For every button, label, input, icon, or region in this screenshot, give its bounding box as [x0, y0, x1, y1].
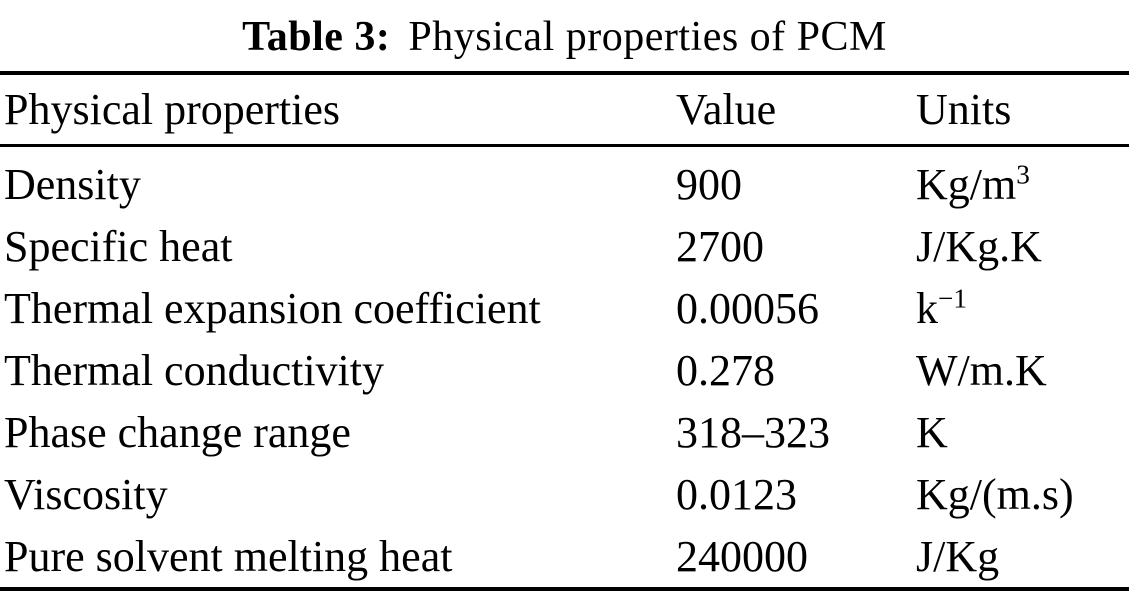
column-header-physical-properties: Physical properties — [0, 73, 676, 147]
property-cell: Viscosity — [4, 469, 168, 519]
units-cell: J/Kg.K — [916, 221, 1042, 271]
unit-superscript: 3 — [1016, 158, 1030, 189]
table-row: Thermal conductivity 0.278 W/m.K — [0, 339, 1129, 401]
property-cell: Pure solvent melting heat — [4, 531, 453, 581]
value-cell: 0.00056 — [676, 283, 819, 333]
value-cell: 240000 — [676, 531, 808, 581]
column-header-value: Value — [676, 73, 916, 147]
units-cell: Kg/m3 — [916, 158, 1030, 209]
table-caption-text: Physical properties of PCM — [408, 13, 887, 60]
value-cell: 2700 — [676, 221, 764, 271]
table-caption-label: Table 3: — [242, 13, 391, 60]
units-cell: Kg/(m.s) — [916, 469, 1074, 519]
units-cell: K — [916, 407, 948, 457]
value-cell: 318–323 — [676, 407, 830, 457]
physical-properties-table: Physical properties Value Units Density 9… — [0, 71, 1129, 591]
table-row: Thermal expansion coefficient 0.00056 k−1 — [0, 277, 1129, 339]
units-cell: k−1 — [916, 282, 968, 333]
table-row: Pure solvent melting heat 240000 J/Kg — [0, 525, 1129, 589]
property-cell: Thermal expansion coefficient — [4, 283, 541, 333]
property-cell: Thermal conductivity — [4, 345, 384, 395]
value-cell: 0.278 — [676, 345, 775, 395]
units-cell: J/Kg — [916, 531, 1000, 581]
table-row: Specific heat 2700 J/Kg.K — [0, 215, 1129, 277]
table-body: Density 900 Kg/m3 Specific heat 2700 J/Kg.K Th… — [0, 146, 1129, 590]
value-cell: 900 — [676, 159, 742, 209]
property-cell: Density — [4, 159, 141, 209]
unit-superscript: −1 — [938, 282, 968, 313]
column-header-units: Units — [916, 73, 1129, 147]
table-caption: Table 3: Physical properties of PCM — [0, 0, 1129, 71]
header-row: Physical properties Value Units — [0, 73, 1129, 147]
table-header: Physical properties Value Units — [0, 73, 1129, 147]
value-cell: 0.0123 — [676, 469, 797, 519]
property-cell: Phase change range — [4, 407, 351, 457]
table-row: Viscosity 0.0123 Kg/(m.s) — [0, 463, 1129, 525]
property-cell: Specific heat — [4, 221, 233, 271]
table-row: Phase change range 318–323 K — [0, 401, 1129, 463]
units-cell: W/m.K — [916, 345, 1047, 395]
table-row: Density 900 Kg/m3 — [0, 146, 1129, 216]
